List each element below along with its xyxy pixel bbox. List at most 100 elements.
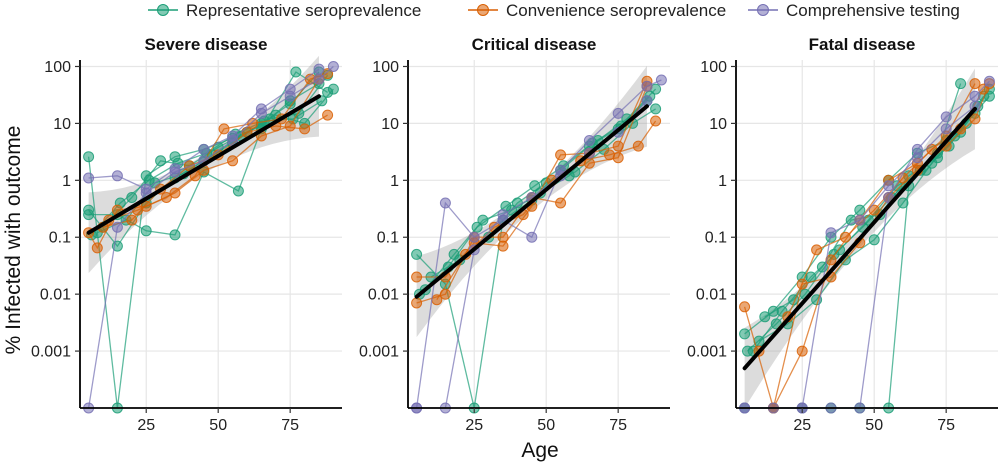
data-point <box>497 209 509 221</box>
data-point <box>650 103 662 115</box>
y-tick-label: 0.1 <box>377 230 399 247</box>
y-tick-label: 100 <box>700 59 727 76</box>
y-tick-label: 10 <box>709 116 727 133</box>
data-point <box>739 328 751 340</box>
legend-label: Representative seroprevalence <box>186 1 421 20</box>
data-point <box>854 204 866 216</box>
data-point <box>431 294 443 306</box>
x-axis-title: Age <box>521 439 558 462</box>
data-point <box>969 78 981 90</box>
legend-entry-0: Representative seroprevalence <box>148 1 421 20</box>
panel-title: Fatal disease <box>809 35 916 54</box>
data-point <box>583 135 595 146</box>
data-point <box>198 143 210 155</box>
data-point <box>169 229 181 241</box>
data-point <box>284 83 296 95</box>
data-point <box>227 155 239 167</box>
data-point <box>140 183 152 195</box>
y-tick-label: 100 <box>372 59 399 76</box>
data-point <box>477 214 489 226</box>
y-tick-label: 100 <box>44 59 71 76</box>
y-tick-label: 1 <box>390 173 399 190</box>
data-point <box>759 311 771 323</box>
panel-1: Critical disease 100 10 1 0.1 0.01 0.001 25 50 75 <box>359 35 670 434</box>
data-point <box>126 214 138 226</box>
y-tick-label: 0.01 <box>696 287 727 304</box>
y-tick-label: 0.01 <box>40 287 71 304</box>
data-point <box>322 109 334 121</box>
legend-swatch-point <box>757 4 769 16</box>
fit-line <box>414 104 649 299</box>
data-point <box>940 123 952 135</box>
data-point <box>883 180 895 192</box>
data-point <box>83 172 95 184</box>
y-tick-label: 0.1 <box>705 230 727 247</box>
y-tick-label: 10 <box>381 116 399 133</box>
data-point <box>825 227 837 239</box>
data-point <box>411 297 423 309</box>
y-tick-label: 0.001 <box>359 344 399 361</box>
data-point <box>650 115 662 127</box>
data-point <box>313 73 325 85</box>
series-10 <box>739 100 981 414</box>
series-10 <box>83 63 325 195</box>
legend-label: Convenience seroprevalence <box>506 1 726 20</box>
data-point <box>284 120 296 132</box>
data-point <box>327 83 339 95</box>
x-tick-label: 50 <box>209 417 227 434</box>
data-point <box>969 90 981 102</box>
legend: Representative seroprevalence Convenience… <box>148 1 960 20</box>
data-point <box>983 75 995 87</box>
data-point <box>811 244 823 256</box>
panel-0: Severe disease 100 10 1 0.1 0.01 0.001 25 50 75 <box>31 35 342 434</box>
data-point <box>218 123 230 135</box>
x-tick-label: 75 <box>281 417 299 434</box>
x-tick-label: 25 <box>137 417 155 434</box>
y-tick-label: 0.001 <box>31 344 71 361</box>
data-point <box>940 111 952 123</box>
data-point <box>868 234 880 246</box>
data-point <box>796 278 808 290</box>
data-point <box>632 140 644 152</box>
y-tick-label: 0.001 <box>687 344 727 361</box>
y-axis-title: % Infected with outcome <box>2 126 25 355</box>
x-tick-label: 50 <box>865 417 883 434</box>
data-point <box>227 130 239 142</box>
data-point <box>555 149 567 161</box>
data-point <box>83 151 95 163</box>
data-point <box>497 231 509 243</box>
x-tick-label: 75 <box>937 417 955 434</box>
data-point <box>169 187 181 199</box>
data-point <box>969 113 981 125</box>
data-point <box>854 214 866 226</box>
x-tick-label: 25 <box>465 417 483 434</box>
data-point <box>868 204 880 216</box>
data-point <box>160 192 172 203</box>
data-point <box>255 103 267 115</box>
data-point <box>232 185 244 197</box>
x-tick-label: 25 <box>793 417 811 434</box>
data-point <box>313 63 325 75</box>
data-point <box>411 271 423 283</box>
data-point <box>299 123 311 135</box>
y-tick-label: 0.01 <box>368 287 399 304</box>
data-point <box>955 78 967 90</box>
y-tick-label: 1 <box>62 173 71 190</box>
data-point <box>439 197 451 209</box>
series-line <box>87 66 334 409</box>
series-line <box>744 105 976 409</box>
x-tick-label: 75 <box>609 417 627 434</box>
panel-title: Critical disease <box>472 35 597 54</box>
data-point <box>247 117 259 129</box>
data-point <box>91 242 103 254</box>
legend-label: Comprehensive testing <box>786 1 960 20</box>
fit-line <box>742 106 977 371</box>
panel-2: Fatal disease 100 10 1 0.1 0.01 0.001 25 50 75 <box>687 35 998 434</box>
data-point <box>327 61 339 72</box>
data-point <box>796 345 808 357</box>
y-tick-label: 10 <box>53 116 71 133</box>
data-point <box>111 170 123 182</box>
data-point <box>641 80 653 92</box>
